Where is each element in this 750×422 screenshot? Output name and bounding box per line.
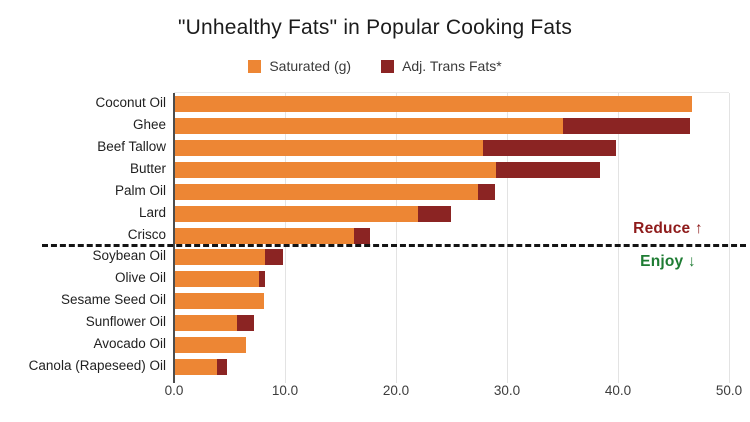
bar-row: [174, 293, 264, 310]
category-label: Ghee: [132, 116, 166, 132]
bar-segment-saturated: [174, 249, 266, 266]
bar-row: [174, 139, 616, 156]
annotation-enjoy: Enjoy ↓: [640, 252, 696, 270]
legend-label-trans: Adj. Trans Fats*: [402, 58, 502, 74]
category-label: Sesame Seed Oil: [60, 292, 166, 308]
bar-segment-saturated: [174, 183, 479, 200]
category-label: Crisco: [127, 226, 166, 242]
x-tick-label: 30.0: [493, 383, 521, 398]
x-tick-label: 10.0: [271, 383, 299, 398]
annotation-reduce: Reduce ↑: [633, 219, 703, 237]
bar-row: [174, 315, 254, 332]
bar-segment-saturated: [174, 205, 419, 222]
bar-segment-saturated: [174, 271, 260, 288]
bar-segment-trans: [562, 117, 691, 134]
bar-segment-saturated: [174, 117, 563, 134]
gridline: [396, 93, 397, 383]
bar-row: [174, 95, 693, 112]
x-tick-label: 40.0: [604, 383, 632, 398]
category-label: Avocado Oil: [93, 336, 166, 352]
bar-segment-trans: [237, 315, 254, 332]
bar-segment-trans: [418, 205, 452, 222]
category-label: Beef Tallow: [97, 138, 166, 154]
bar-segment-saturated: [174, 315, 238, 332]
gridline: [729, 93, 730, 383]
x-tick-label: 0.0: [164, 383, 184, 398]
bar-segment-trans: [478, 183, 495, 200]
x-tick-label: 50.0: [715, 383, 743, 398]
bar-segment-trans: [495, 161, 601, 178]
category-label: Soybean Oil: [92, 248, 166, 264]
x-axis: 0.0 10.0 20.0 30.0 40.0 50.0: [0, 383, 750, 401]
legend: Saturated (g) Adj. Trans Fats*: [0, 58, 750, 74]
bar-segment-trans: [259, 271, 266, 288]
category-label: Canola (Rapeseed) Oil: [28, 358, 166, 374]
y-axis-line: [173, 93, 175, 383]
x-tick-label: 20.0: [382, 383, 410, 398]
category-label: Olive Oil: [114, 270, 166, 286]
legend-swatch-saturated-icon: [248, 59, 262, 73]
bar-segment-saturated: [174, 161, 496, 178]
category-label: Butter: [129, 160, 166, 176]
bar-row: [174, 271, 266, 288]
category-axis: Coconut Oil Ghee Beef Tallow Butter Palm Oil…: [0, 92, 166, 377]
bar-segment-trans: [217, 359, 228, 376]
gridline: [618, 93, 619, 383]
bar-row: [174, 227, 371, 244]
category-label: Palm Oil: [114, 182, 166, 198]
bar-segment-saturated: [174, 139, 483, 156]
bar-segment-saturated: [174, 359, 218, 376]
legend-item-trans: Adj. Trans Fats*: [381, 58, 502, 74]
bar-segment-saturated: [174, 293, 264, 310]
category-label: Lard: [138, 204, 166, 220]
bar-segment-trans: [353, 227, 371, 244]
chart-title: "Unhealthy Fats" in Popular Cooking Fats: [177, 16, 573, 39]
legend-swatch-trans-icon: [381, 59, 395, 73]
bar-segment-saturated: [174, 95, 693, 112]
bar-segment-trans: [482, 139, 616, 156]
bar-row: [174, 249, 283, 266]
plot-area: [173, 92, 730, 383]
divider-line: [42, 243, 746, 247]
category-label: Coconut Oil: [95, 94, 166, 110]
bar-row: [174, 359, 228, 376]
legend-item-saturated: Saturated (g): [248, 58, 351, 74]
bar-row: [174, 337, 247, 354]
bar-row: [174, 183, 495, 200]
bar-segment-saturated: [174, 337, 247, 354]
category-label: Sunflower Oil: [85, 314, 166, 330]
gridline: [507, 93, 508, 383]
bar-segment-trans: [265, 249, 283, 266]
bar-row: [174, 205, 452, 222]
bar-row: [174, 161, 601, 178]
bar-segment-saturated: [174, 227, 354, 244]
bar-row: [174, 117, 691, 134]
legend-label-saturated: Saturated (g): [269, 58, 352, 74]
